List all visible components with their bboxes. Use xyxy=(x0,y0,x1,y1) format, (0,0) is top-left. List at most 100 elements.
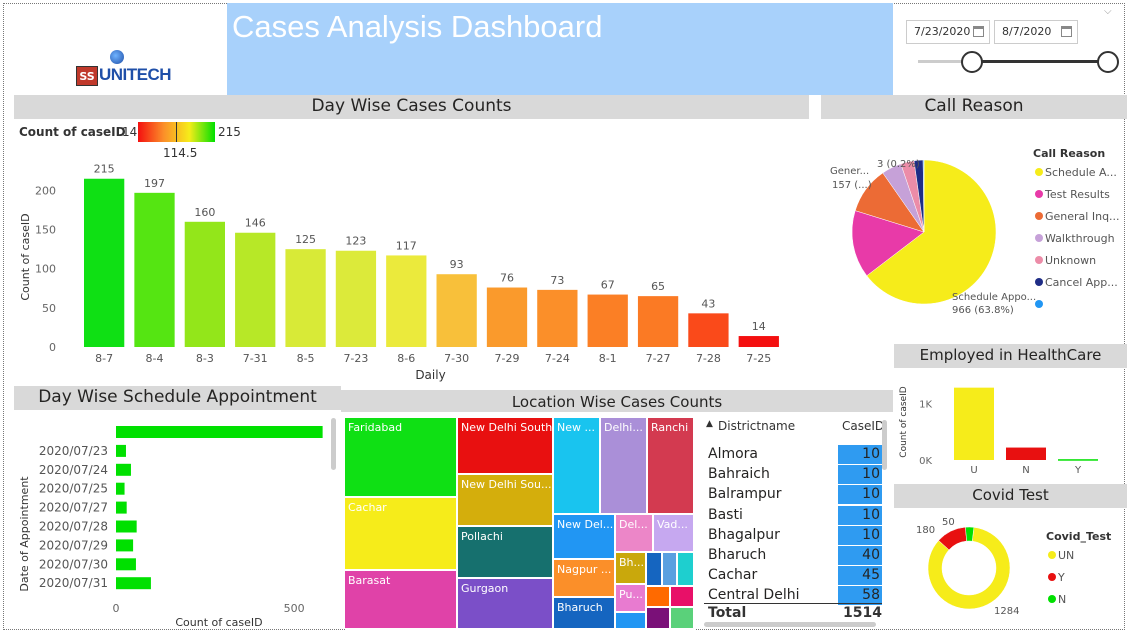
table-scrollbar-h[interactable] xyxy=(704,622,876,627)
chevron-down-icon[interactable]: ⌵ xyxy=(1104,6,1112,17)
treemap-tile[interactable]: Pu... xyxy=(616,585,647,613)
legend-item: Unknown xyxy=(1045,254,1096,267)
treemap-tile[interactable]: Gurgaon xyxy=(458,579,554,630)
treemap-tile[interactable]: Faridabad xyxy=(345,418,458,498)
treemap-tile[interactable]: New Delhi Sou... xyxy=(458,475,554,527)
company-logo: SS UNITECH xyxy=(76,48,176,90)
district-table: ▲ Districtname CaseID Almora 10 Bahraich 10… xyxy=(704,417,882,629)
bar-value-label: 197 xyxy=(144,177,165,190)
treemap-tile[interactable]: Ranchi xyxy=(648,418,695,515)
table-row[interactable]: Cachar 45 xyxy=(704,566,882,586)
case-count: 58 xyxy=(838,586,882,606)
pie-slice xyxy=(922,159,925,233)
bar-value-label: 117 xyxy=(396,239,417,252)
treemap-tile[interactable]: Bh... xyxy=(616,553,647,585)
bar xyxy=(335,250,377,347)
treemap-tile[interactable] xyxy=(671,608,695,630)
table-row[interactable]: Almora 10 xyxy=(704,445,882,465)
treemap-tile[interactable]: Vad... xyxy=(654,515,695,553)
table-row[interactable]: Basti 10 xyxy=(704,505,882,526)
location-banner: Location Wise Cases Counts xyxy=(341,390,893,412)
case-count: 40 xyxy=(838,546,882,565)
treemap-tile[interactable]: New Delhi South xyxy=(458,418,554,475)
legend-dot xyxy=(1035,190,1043,198)
x-tick-label: 8-5 xyxy=(297,352,315,365)
table-row[interactable]: Balrampur 10 xyxy=(704,485,882,505)
bar xyxy=(116,558,136,571)
call-reason-banner: Call Reason xyxy=(821,95,1127,119)
bar xyxy=(285,249,326,347)
treemap-tile[interactable]: Delhi... xyxy=(601,418,648,515)
call-reason-legend-title: Call Reason xyxy=(1033,147,1105,160)
bar-value-label: 215 xyxy=(94,163,115,176)
bar xyxy=(116,482,125,495)
col-caseid[interactable]: CaseID xyxy=(842,419,882,433)
bar xyxy=(116,520,137,533)
calendar-icon[interactable] xyxy=(1061,26,1072,37)
treemap-tile[interactable]: Bharuch xyxy=(554,598,616,630)
bar-value-label: 67 xyxy=(601,279,615,292)
treemap-tile[interactable]: Nagpur ... xyxy=(554,560,616,598)
table-row[interactable]: Bahraich 10 xyxy=(704,465,882,485)
treemap-tile[interactable] xyxy=(647,553,663,587)
end-date-input[interactable]: 8/7/2020 xyxy=(994,20,1078,44)
table-scrollbar-v[interactable] xyxy=(882,420,887,470)
table-header: ▲ Districtname CaseID xyxy=(704,417,882,437)
treemap-tile[interactable]: Cachar xyxy=(345,498,458,571)
bar-value-label: 73 xyxy=(550,274,564,287)
treemap-tile[interactable] xyxy=(671,587,695,608)
sort-icon[interactable]: ▲ xyxy=(706,419,713,429)
treemap-tile[interactable]: New ... xyxy=(554,418,601,515)
schedule-scrollbar[interactable] xyxy=(331,418,336,470)
y-tick-label: 2020/07/25 xyxy=(39,482,108,496)
treemap-tile[interactable] xyxy=(647,608,671,630)
pie-label-schedule: Schedule Appo... xyxy=(952,292,1036,303)
globe-icon xyxy=(110,50,124,64)
table-row[interactable]: Central Delhi 58 xyxy=(704,586,882,606)
pie-slice xyxy=(866,159,997,305)
y-tick-label: 2020/07/28 xyxy=(39,520,108,534)
legend-item: Cancel App... xyxy=(1045,276,1118,289)
page-title: Cases Analysis Dashboard xyxy=(232,9,603,44)
bar xyxy=(184,221,225,347)
treemap-tile[interactable] xyxy=(616,613,647,630)
x-tick-label: U xyxy=(970,465,977,476)
treemap-tile[interactable]: Pollachi xyxy=(458,527,554,579)
title-banner: Cases Analysis Dashboard xyxy=(227,3,893,95)
bar xyxy=(116,577,151,590)
gradient-legend-title: Count of caseID xyxy=(19,125,126,139)
case-count: 10 xyxy=(838,505,882,525)
legend-dot xyxy=(1048,551,1056,559)
date-slider-start-handle[interactable] xyxy=(961,51,983,73)
bar xyxy=(116,463,131,476)
start-date-input[interactable]: 7/23/2020 xyxy=(906,20,990,44)
employed-banner: Employed in HealthCare xyxy=(894,344,1127,368)
treemap-tile[interactable] xyxy=(663,553,678,587)
day-wise-banner: Day Wise Cases Counts xyxy=(14,95,809,119)
call-reason-pie-chart: Gener... 157 (...) 3 (0.2%) Schedule Appo..… xyxy=(830,147,1120,316)
bar xyxy=(84,178,125,347)
bar-value-label: 160 xyxy=(194,206,215,219)
donut-label-bottom: 1284 xyxy=(994,606,1019,617)
col-district[interactable]: Districtname xyxy=(718,419,796,433)
logo-name: UNITECH xyxy=(99,65,172,84)
x-tick-label: 8-1 xyxy=(599,352,617,365)
treemap-tile[interactable] xyxy=(647,587,671,608)
treemap-tile[interactable]: New Del... xyxy=(554,515,616,560)
case-count: 10 xyxy=(838,485,882,505)
district-name: Bahraich xyxy=(708,466,770,483)
gradient-legend-max: 215 xyxy=(218,125,241,139)
treemap-tile[interactable]: Barasat xyxy=(345,571,458,630)
x-tick-label: 8-7 xyxy=(95,352,113,365)
table-row[interactable]: Bharuch 40 xyxy=(704,546,882,566)
calendar-icon[interactable] xyxy=(973,26,984,37)
gradient-legend-bar xyxy=(138,122,215,142)
covid-donut-chart: 50 180 1284 Covid_Test UN YN xyxy=(916,517,1111,617)
treemap-tile[interactable]: Del... xyxy=(616,515,654,553)
covid-legend-title: Covid_Test xyxy=(1046,530,1111,543)
table-row[interactable]: Bhagalpur 10 xyxy=(704,525,882,546)
bar xyxy=(1058,459,1098,461)
x-tick-label: N xyxy=(1022,465,1029,476)
date-slider-end-handle[interactable] xyxy=(1097,51,1119,73)
treemap-tile[interactable] xyxy=(678,553,695,587)
